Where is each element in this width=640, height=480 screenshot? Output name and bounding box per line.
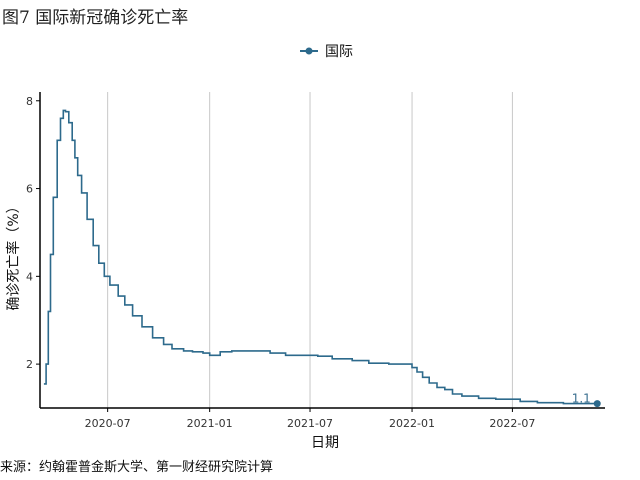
y-axis-title: 确诊死亡率（%） xyxy=(5,199,22,310)
y-tick-label: 8 xyxy=(26,95,33,108)
series-end-label: 1.1 xyxy=(572,392,591,406)
x-tick-label: 2020-07 xyxy=(85,417,131,430)
x-tick-label: 2021-07 xyxy=(287,417,333,430)
x-tick-label: 2022-01 xyxy=(389,417,435,430)
legend: 国际 xyxy=(300,44,353,60)
grid-layer xyxy=(107,92,513,408)
x-tick-labels: 2020-07 2021-01 2021-07 2022-01 2022-07 xyxy=(85,408,535,430)
x-tick-label: 2021-01 xyxy=(187,417,233,430)
axis-layer xyxy=(39,92,605,409)
y-tick-labels: 2 4 6 8 xyxy=(26,95,40,371)
figure-title: 图7 国际新冠确诊死亡率 xyxy=(2,8,189,28)
series-end-point xyxy=(593,400,601,408)
x-tick-label: 2022-07 xyxy=(489,417,535,430)
y-tick-label: 4 xyxy=(26,270,33,283)
x-axis-title: 日期 xyxy=(311,435,339,451)
y-tick-label: 6 xyxy=(26,183,33,196)
source-note: 来源：约翰霍普金斯大学、第一财经研究院计算 xyxy=(0,460,274,475)
legend-dot-icon xyxy=(305,47,313,55)
legend-label-guoji: 国际 xyxy=(325,44,353,60)
y-tick-label: 2 xyxy=(26,358,33,371)
series-line-guoji xyxy=(43,109,598,405)
